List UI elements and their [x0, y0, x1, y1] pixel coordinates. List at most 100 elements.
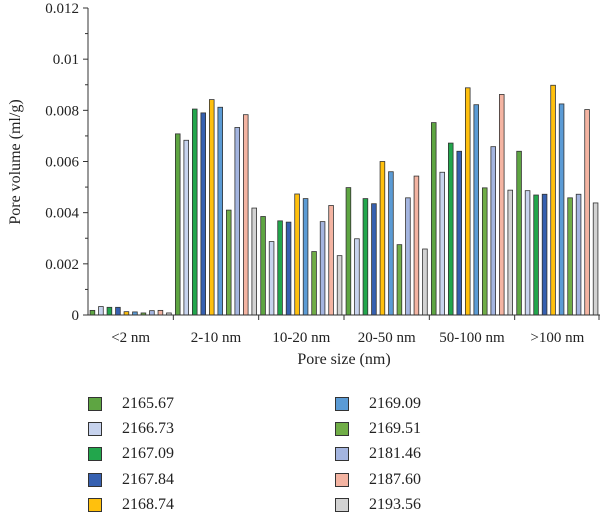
bar-2181.46-1: [234, 127, 240, 316]
bar-2165.67-1: [174, 133, 181, 316]
bar-2193.56-3: [422, 248, 428, 316]
legend-label: 2167.09: [122, 445, 174, 463]
y-tick-label: 0: [72, 308, 80, 324]
bar-2187.60-4: [498, 94, 505, 316]
legend-swatch: [88, 447, 102, 462]
legend-label: 2169.09: [369, 395, 421, 412]
bar-2187.60-5: [584, 109, 590, 316]
y-tick-label: 0.006: [45, 155, 79, 171]
bar-2167.84-5: [541, 193, 548, 316]
bar-2181.46-0: [149, 310, 155, 316]
y-tick-label: 0.002: [45, 257, 79, 273]
bar-2169.09-2: [302, 198, 309, 316]
y-axis-title: Pore volume (ml/g): [7, 99, 24, 224]
legend-label: 2167.84: [122, 470, 174, 488]
y-tick-label: 0.004: [45, 206, 79, 222]
x-tick-label: 10-20 nm: [272, 330, 330, 346]
bar-2167.84-0: [115, 306, 121, 316]
bar-2165.67-4: [430, 122, 437, 316]
legend-item: 2181.46: [335, 444, 421, 464]
legend-item: 2165.67: [88, 394, 174, 414]
bar-2169.51-5: [567, 197, 573, 316]
legend-item: 2193.56: [335, 495, 421, 515]
bar-2166.73-2: [268, 241, 275, 316]
bar-2167.09-1: [191, 108, 198, 316]
legend-swatch: [335, 472, 349, 487]
legend-label: 2193.56: [369, 495, 421, 513]
x-tick-label: 2-10 nm: [191, 330, 242, 346]
bar-2165.67-3: [345, 187, 352, 316]
bar-2181.46-2: [319, 221, 326, 316]
legend-label: 2187.60: [369, 470, 421, 488]
x-tick-label: >100 nm: [530, 330, 584, 346]
x-tick-label: 20-50 nm: [358, 330, 416, 346]
bar-2187.60-0: [157, 309, 164, 316]
bar-2166.73-5: [524, 190, 531, 316]
bar-2167.84-4: [456, 150, 462, 316]
legend-swatch: [335, 497, 349, 512]
bar-2187.60-1: [242, 114, 249, 316]
bar-2181.46-4: [490, 146, 496, 316]
legend-item: 2187.60: [335, 470, 421, 490]
bar-2169.09-5: [558, 103, 565, 316]
legend-label: 2169.51: [369, 420, 421, 438]
bar-2166.73-1: [183, 139, 189, 316]
legend-item: 2168.74: [88, 495, 174, 515]
legend: 2165.67 2166.73 2167.09 2167.84 2168.74 2169.…: [0, 388, 600, 521]
legend-item: 2166.73: [88, 419, 174, 439]
legend-label: 2165.67: [122, 395, 174, 412]
bar-2169.09-3: [388, 171, 394, 316]
bar-2193.56-1: [251, 207, 257, 316]
bar-2167.84-1: [200, 112, 206, 316]
legend-swatch: [335, 447, 349, 462]
legend-label: 2168.74: [122, 495, 174, 513]
bar-2169.09-1: [217, 106, 223, 316]
ticks-layer: 0 0.002 0.004 0.006 0.008 0.01 0.012 <2 nm 2-10 …: [45, 1, 600, 346]
bar-2165.67-2: [260, 216, 266, 316]
legend-swatch: [88, 422, 102, 437]
bar-2193.56-4: [507, 189, 513, 316]
y-tick-label: 0.012: [45, 1, 79, 17]
bar-2169.51-4: [481, 187, 488, 316]
bar-2165.67-0: [89, 309, 96, 316]
bar-2167.84-2: [285, 221, 292, 316]
x-tick-label: <2 nm: [111, 330, 150, 346]
bar-2193.56-2: [336, 255, 343, 316]
bar-2187.60-3: [413, 175, 420, 316]
bar-2168.74-5: [550, 84, 556, 316]
y-tick-label: 0.01: [53, 52, 79, 68]
legend-swatch: [88, 397, 102, 411]
bars-layer: [89, 84, 599, 316]
legend-swatch: [335, 422, 349, 437]
legend-item: 2167.09: [88, 444, 174, 464]
bar-2165.67-5: [516, 150, 522, 316]
bar-2167.09-5: [533, 194, 539, 316]
legend-label: 2166.73: [122, 420, 174, 438]
legend-label: 2181.46: [369, 445, 421, 463]
legend-item: 2167.84: [88, 470, 174, 490]
bar-2166.73-0: [98, 306, 104, 316]
bar-2167.84-3: [371, 203, 377, 316]
bar-2187.60-2: [328, 205, 334, 316]
legend-swatch: [335, 397, 349, 411]
bar-2169.51-2: [311, 251, 317, 316]
bar-2167.09-2: [277, 220, 283, 316]
bar-2168.74-4: [464, 87, 471, 316]
bar-2166.73-4: [439, 171, 445, 316]
x-axis-title: Pore size (nm): [297, 351, 390, 368]
bar-2169.51-3: [396, 244, 403, 316]
x-tick-label: 50-100 nm: [439, 330, 505, 346]
bar-2167.09-4: [447, 142, 454, 316]
legend-swatch: [88, 497, 102, 512]
bar-2168.74-2: [294, 193, 300, 316]
bar-2167.09-3: [362, 198, 369, 316]
legend-item: 2169.51: [335, 419, 421, 439]
bar-2166.73-3: [354, 238, 360, 316]
y-tick-label: 0.008: [45, 103, 79, 119]
legend-item: 2169.09: [335, 394, 421, 414]
bar-2168.74-1: [208, 99, 215, 316]
bar-2181.46-5: [575, 193, 582, 316]
bar-2169.09-4: [473, 104, 479, 316]
bar-2168.74-3: [379, 161, 386, 316]
